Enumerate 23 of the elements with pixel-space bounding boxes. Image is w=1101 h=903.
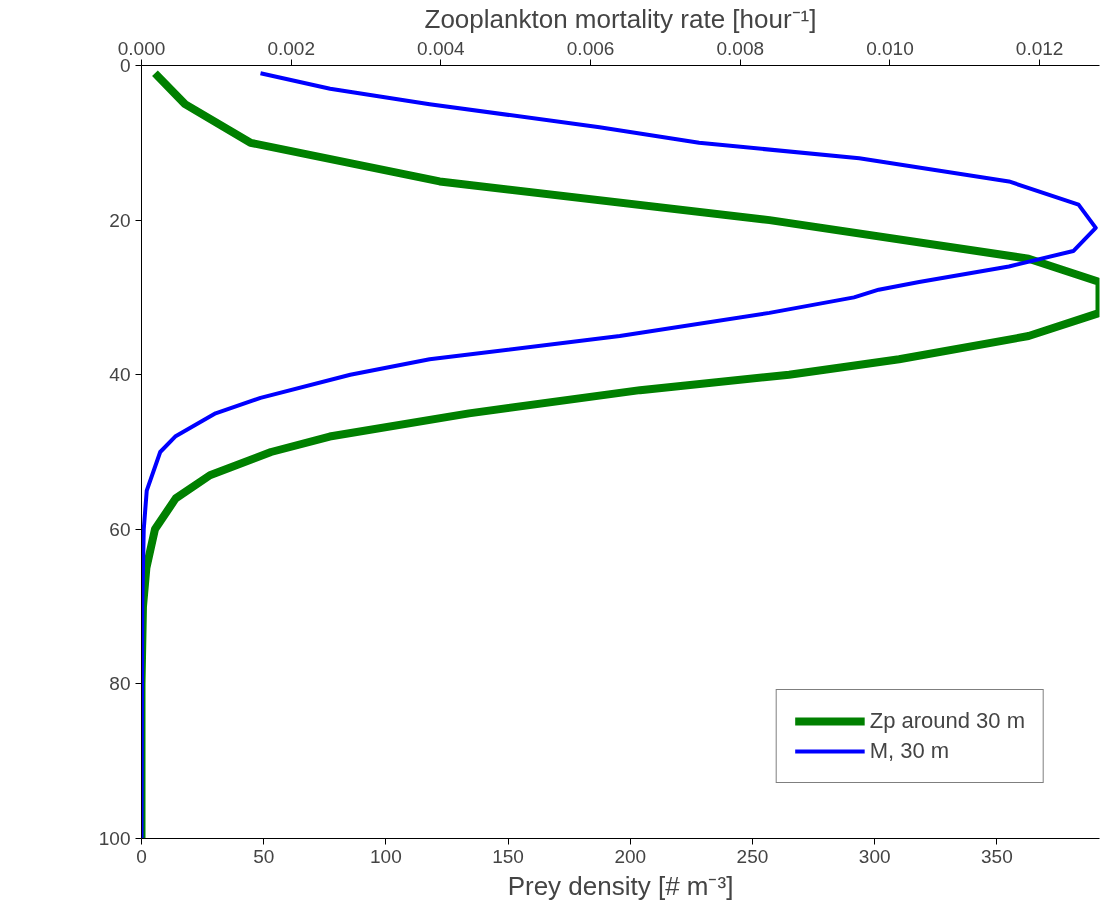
- x2-tick-label: 0.012: [1015, 37, 1064, 59]
- y-tick-label: 40: [109, 364, 131, 386]
- x-tick-label: 50: [253, 845, 275, 867]
- x2-tick-label: 0.008: [716, 37, 765, 59]
- x-tick-label: 0: [136, 845, 147, 867]
- legend-label: M, 30 m: [869, 738, 950, 764]
- x2-tick-label: 0.006: [566, 37, 615, 59]
- x-tick-label: 150: [492, 845, 524, 867]
- x-tick-label: 300: [858, 845, 891, 867]
- y-tick-label: 80: [109, 673, 131, 695]
- x2-tick-label: 0.004: [417, 37, 466, 59]
- legend-label: Zp around 30 m: [869, 708, 1025, 734]
- x-tick-label: 100: [370, 845, 402, 867]
- y-tick-label: 100: [98, 828, 131, 849]
- x2-tick-label: 0.002: [267, 37, 315, 59]
- x2-tick-label: 0.010: [866, 37, 914, 59]
- x-axis-title: Prey density [# m⁻³]: [507, 870, 734, 901]
- y-tick-label: 60: [109, 518, 131, 540]
- y-tick-label: 20: [109, 209, 131, 231]
- x-tick-label: 200: [614, 845, 647, 867]
- x-tick-label: 350: [981, 845, 1013, 867]
- x2-axis-title: Zooplankton mortality rate [hour⁻¹]: [424, 3, 817, 34]
- x-tick-label: 250: [736, 845, 769, 867]
